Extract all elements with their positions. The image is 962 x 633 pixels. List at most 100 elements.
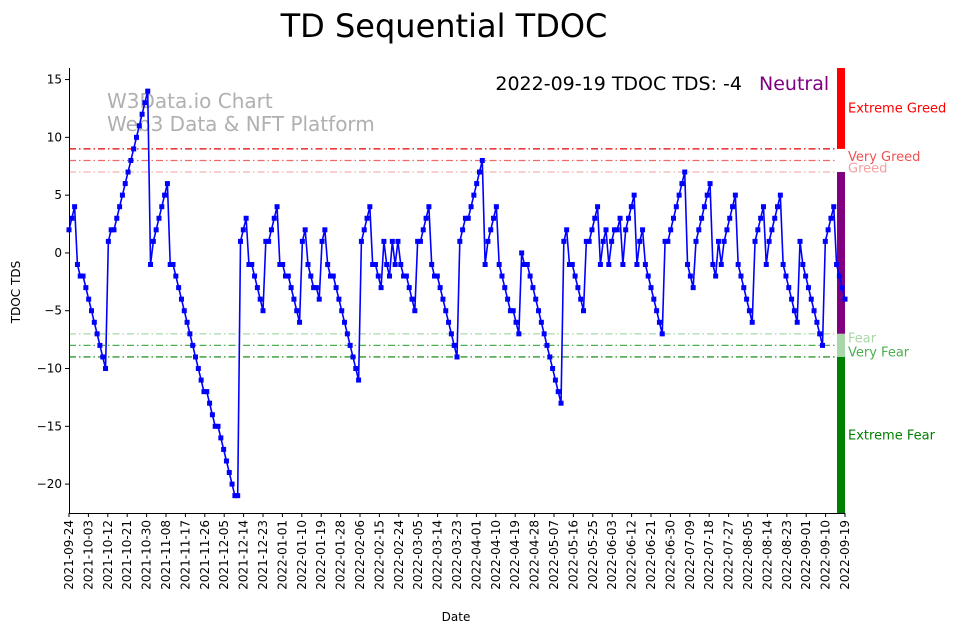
data-point — [707, 181, 713, 187]
neutral-zone — [837, 172, 845, 334]
data-point — [339, 308, 345, 314]
data-point — [659, 331, 665, 337]
data-point — [766, 238, 772, 244]
x-tick-label: 2021-10-03 — [81, 520, 95, 590]
data-point — [648, 285, 654, 291]
data-point — [488, 227, 494, 233]
data-point — [704, 192, 710, 198]
data-point — [597, 261, 603, 267]
data-point — [791, 308, 797, 314]
data-point — [786, 285, 792, 291]
x-tick-label: 2022-02-15 — [372, 520, 386, 590]
data-point — [575, 285, 581, 291]
data-point — [710, 261, 716, 267]
data-point — [662, 238, 668, 244]
x-tick-label: 2021-11-26 — [198, 520, 212, 590]
data-point — [325, 261, 331, 267]
data-point — [263, 238, 269, 244]
data-point — [119, 192, 125, 198]
data-point — [88, 308, 94, 314]
data-point — [640, 227, 646, 233]
data-point — [831, 204, 837, 210]
data-point — [693, 238, 699, 244]
data-point — [232, 493, 238, 499]
data-point — [429, 261, 435, 267]
data-point — [434, 273, 440, 279]
data-point — [564, 227, 570, 233]
y-tick-label: −20 — [37, 477, 62, 491]
data-point — [623, 227, 629, 233]
data-point — [333, 285, 339, 291]
data-point — [752, 238, 758, 244]
data-point — [561, 238, 567, 244]
data-point — [170, 261, 176, 267]
data-point — [91, 319, 97, 325]
data-point — [162, 192, 168, 198]
data-point — [257, 296, 263, 302]
data-point — [701, 204, 707, 210]
data-point — [505, 296, 511, 302]
data-point — [193, 354, 199, 360]
data-point — [536, 308, 542, 314]
data-point — [794, 319, 800, 325]
data-point — [108, 227, 114, 233]
data-point — [491, 215, 497, 221]
data-point — [552, 377, 558, 383]
data-point — [201, 389, 207, 395]
data-point — [195, 366, 201, 372]
x-tick-label: 2021-10-12 — [101, 520, 115, 590]
data-point — [780, 261, 786, 267]
x-tick-label: 2022-06-21 — [644, 520, 658, 590]
data-point — [330, 273, 336, 279]
data-point — [715, 238, 721, 244]
data-point — [299, 238, 305, 244]
x-tick-label: 2022-01-28 — [334, 520, 348, 590]
data-point — [423, 215, 429, 221]
data-point — [775, 204, 781, 210]
data-point — [86, 296, 92, 302]
data-point — [111, 227, 117, 233]
data-point — [769, 227, 775, 233]
data-point — [457, 238, 463, 244]
x-tick-label: 2022-04-01 — [469, 520, 483, 590]
data-point — [566, 261, 572, 267]
data-point — [74, 261, 80, 267]
data-point — [117, 204, 123, 210]
data-point — [353, 366, 359, 372]
data-point — [395, 238, 401, 244]
x-tick-label: 2022-03-23 — [450, 520, 464, 590]
data-point — [103, 366, 109, 372]
x-tick-label: 2022-04-28 — [528, 520, 542, 590]
x-tick-label: 2021-09-24 — [62, 520, 76, 590]
x-tick-label: 2022-08-05 — [741, 520, 755, 590]
data-point — [836, 273, 842, 279]
data-point — [614, 227, 620, 233]
chart-title: TD Sequential TDOC — [280, 7, 608, 45]
watermark-line-2: Web3 Data & NFT Platform — [107, 112, 375, 136]
data-point — [544, 342, 550, 348]
data-point — [805, 285, 811, 291]
data-point — [409, 296, 415, 302]
data-point — [834, 261, 840, 267]
data-point — [699, 215, 705, 221]
data-point — [499, 273, 505, 279]
data-point — [364, 215, 370, 221]
x-tick-label: 2021-11-17 — [178, 520, 192, 590]
zone-label: Very Greed — [848, 150, 920, 165]
data-point — [145, 88, 151, 94]
data-point — [727, 215, 733, 221]
data-point — [302, 227, 308, 233]
data-point — [465, 215, 471, 221]
data-point — [603, 227, 609, 233]
data-point — [266, 238, 272, 244]
data-point — [822, 238, 828, 244]
data-point — [178, 296, 184, 302]
data-point — [474, 181, 480, 187]
data-point — [493, 204, 499, 210]
x-tick-label: 2022-05-16 — [566, 520, 580, 590]
data-point — [687, 273, 693, 279]
x-tick-label: 2022-03-14 — [431, 520, 445, 590]
data-point — [350, 354, 356, 360]
